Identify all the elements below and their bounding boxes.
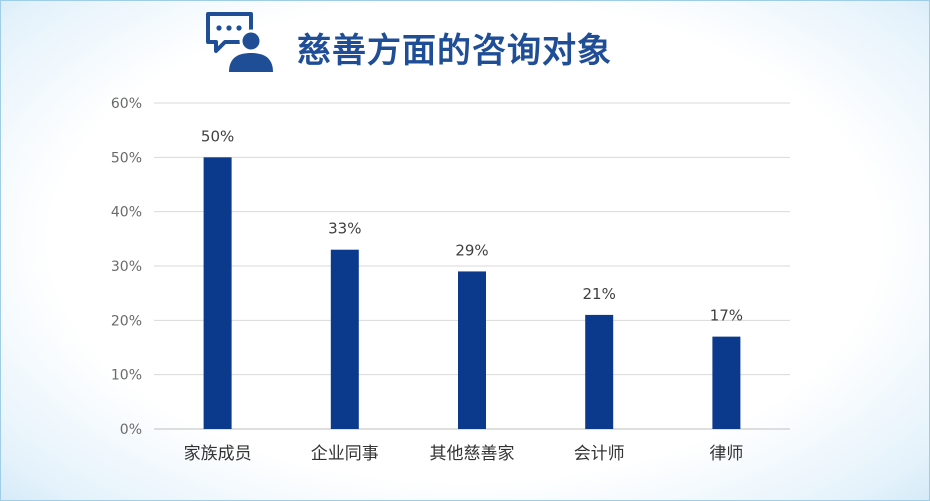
y-tick-label: 40% (111, 205, 142, 221)
bar (330, 249, 359, 429)
y-tick-label: 50% (111, 150, 142, 166)
x-tick-label: 会计师 (574, 444, 625, 464)
y-tick-label: 30% (111, 259, 142, 275)
data-label: 50% (201, 127, 234, 145)
x-tick-label: 家族成员 (184, 444, 252, 464)
bar (585, 314, 614, 429)
data-label: 17% (710, 307, 743, 325)
data-label: 29% (455, 241, 488, 259)
y-tick-label: 10% (111, 368, 142, 384)
chat-user-icon (206, 12, 273, 72)
x-tick-label: 其他慈善家 (430, 444, 515, 464)
y-tick-label: 60% (111, 96, 142, 112)
x-tick-label: 律师 (709, 444, 743, 464)
bar (712, 336, 741, 429)
y-tick-label: 20% (111, 313, 142, 329)
data-label: 33% (328, 220, 361, 238)
y-tick-label: 0% (120, 422, 142, 438)
data-label: 21% (583, 285, 616, 303)
chart-title: 慈善方面的咨询对象 (297, 31, 612, 71)
bar (203, 157, 232, 430)
x-tick-label: 企业同事 (311, 444, 379, 464)
bar (458, 271, 486, 429)
